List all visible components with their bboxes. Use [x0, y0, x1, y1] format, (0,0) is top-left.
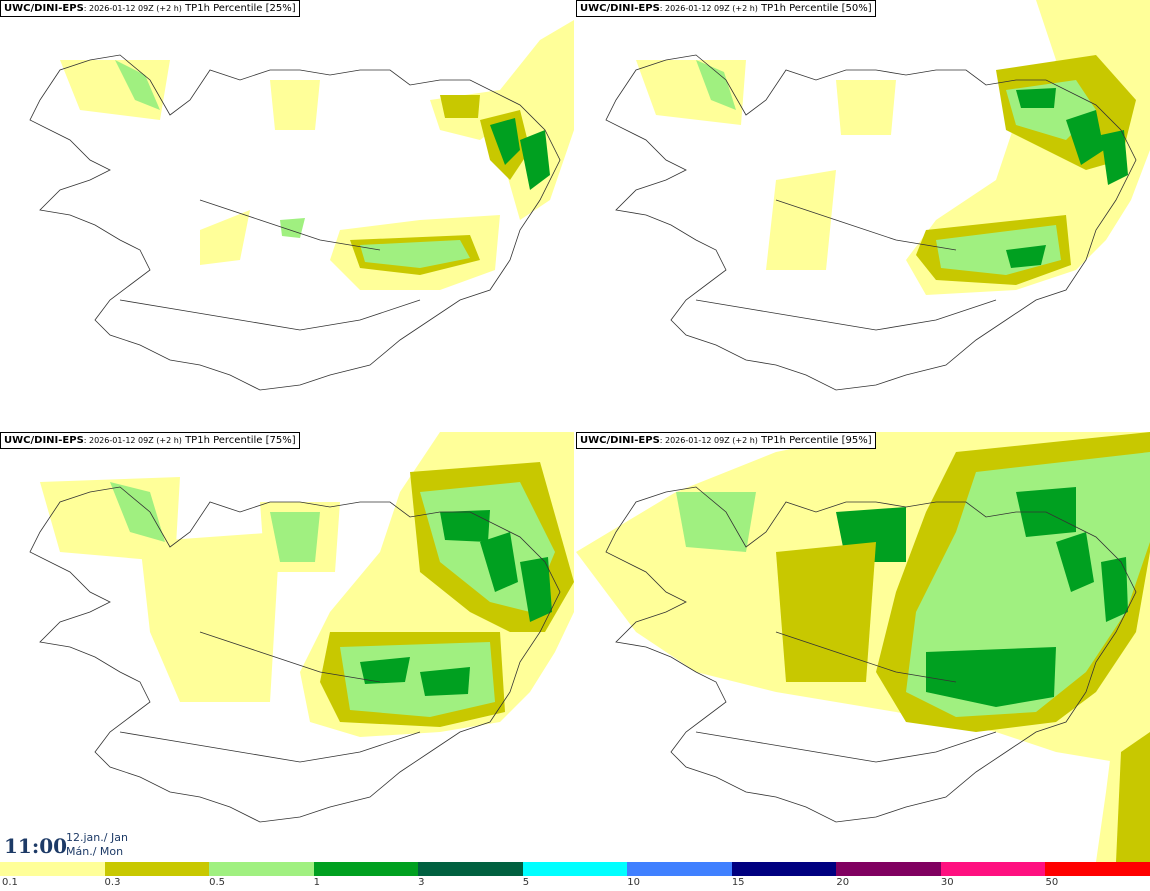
valid-time: 11:00	[4, 834, 68, 858]
iceland-coastline	[605, 486, 1137, 823]
precip-map-p95	[576, 432, 1150, 862]
panel-title-p95: UWC/DINI-EPS: 2026-01-12 09Z (+2 h) TP1h…	[576, 432, 876, 449]
colorbar-swatch	[209, 862, 314, 876]
precip-field	[60, 20, 574, 290]
colorbar-swatch	[313, 862, 419, 876]
colorbar-label: 5	[522, 877, 530, 888]
valid-date: 12.jan./ Jan Mán./ Mon	[66, 831, 128, 859]
colorbar-label: 0.5	[209, 877, 225, 888]
panel-title-p50: UWC/DINI-EPS: 2026-01-12 09Z (+2 h) TP1h…	[576, 0, 876, 17]
map-panel-p25: UWC/DINI-EPS: 2026-01-12 09Z (+2 h) TP1h…	[0, 0, 574, 430]
iceland-coastline	[605, 54, 1137, 391]
colorbar-label: 20	[836, 877, 850, 888]
colorbar-swatch	[1045, 862, 1150, 876]
precip-map-p25	[29, 20, 574, 391]
precip-map-p75	[29, 432, 574, 823]
map-panel-p95: UWC/DINI-EPS: 2026-01-12 09Z (+2 h) TP1h…	[576, 432, 1150, 862]
panel-title-p75: UWC/DINI-EPS: 2026-01-12 09Z (+2 h) TP1h…	[0, 432, 300, 449]
colorbar-swatch	[104, 862, 210, 876]
colorbar-label: 0.3	[104, 877, 121, 888]
colorbar-swatch	[836, 862, 941, 876]
colorbar-swatch	[627, 862, 732, 876]
map-panel-p75: UWC/DINI-EPS: 2026-01-12 09Z (+2 h) TP1h…	[0, 432, 574, 862]
valid-date-line2: Mán./ Mon	[66, 845, 124, 858]
colorbar-label: 30	[940, 877, 954, 888]
valid-time-box: 11:00 12.jan./ Jan Mán./ Mon	[0, 828, 140, 862]
precip-field	[40, 432, 574, 737]
precip-field	[576, 432, 1150, 862]
map-panel-p50: UWC/DINI-EPS: 2026-01-12 09Z (+2 h) TP1h…	[576, 0, 1150, 430]
colorbar-label: 15	[731, 877, 745, 888]
colorbar-swatch	[418, 862, 523, 876]
colorbar-label: 0.1	[2, 877, 18, 888]
colorbar-swatch	[940, 862, 1046, 876]
precip-map-p50	[605, 0, 1150, 391]
precip-colorbar-labels: 0.1 0.3 0.5 1 3 5 10 15 20 30 50	[0, 877, 1150, 891]
precip-colorbar	[0, 862, 1150, 876]
colorbar-label: 3	[418, 877, 425, 888]
precip-field	[636, 0, 1150, 295]
valid-date-line1: 12.jan./ Jan	[66, 831, 128, 844]
panel-title-p25: UWC/DINI-EPS: 2026-01-12 09Z (+2 h) TP1h…	[0, 0, 300, 17]
iceland-coastline	[29, 54, 561, 391]
colorbar-swatch	[522, 862, 628, 876]
colorbar-label: 50	[1045, 877, 1059, 888]
colorbar-label: 1	[313, 877, 320, 888]
iceland-coastline	[29, 486, 561, 823]
colorbar-swatch	[0, 862, 105, 876]
colorbar-label: 10	[627, 877, 640, 888]
colorbar-swatch	[731, 862, 837, 876]
